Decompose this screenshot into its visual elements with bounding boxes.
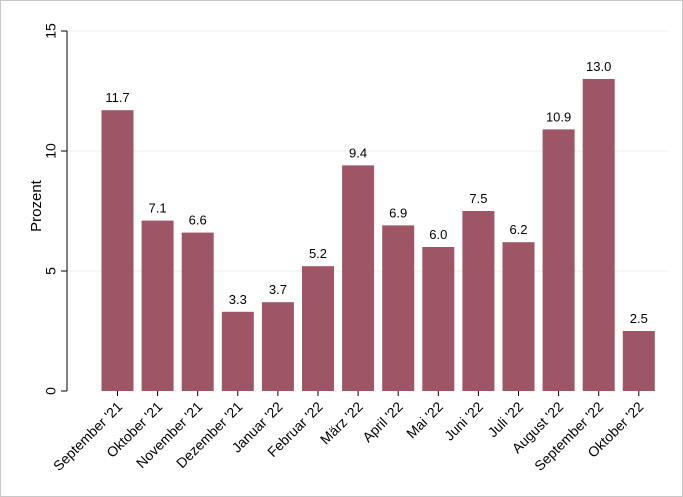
y-axis-title: Prozent <box>28 179 45 232</box>
bar <box>582 79 615 391</box>
bar-value-label: 3.3 <box>229 292 247 307</box>
bar <box>302 266 334 391</box>
x-tick-label: März '22 <box>317 398 366 447</box>
bar <box>542 129 575 391</box>
x-tick-label: September '21 <box>50 398 126 474</box>
x-tick-label: April '22 <box>359 398 406 445</box>
bar-value-label: 3.7 <box>269 282 287 297</box>
bar-value-label: 5.2 <box>309 246 327 261</box>
bar <box>622 331 655 391</box>
bar <box>382 225 415 391</box>
bar-value-label: 6.2 <box>509 222 527 237</box>
y-tick-label: 10 <box>43 143 59 159</box>
bar-value-label: 7.1 <box>149 201 167 216</box>
bar-value-label: 10.9 <box>546 109 571 124</box>
bar <box>422 247 455 391</box>
bar-value-label: 13.0 <box>586 59 611 74</box>
bar-value-label: 9.4 <box>349 145 367 160</box>
y-tick-label: 0 <box>43 387 59 395</box>
y-axis-ticks: 0 5 10 15 <box>43 23 67 395</box>
bar-value-label: 6.0 <box>429 227 447 242</box>
y-tick-label: 5 <box>43 267 59 275</box>
data-labels: 11.7 7.1 6.6 3.3 3.7 5.2 9.4 6.9 6.0 7.5 6.2 10.9 13… <box>105 59 648 326</box>
bar-value-label: 7.5 <box>469 191 487 206</box>
bar <box>181 232 214 391</box>
x-tick-label: September '22 <box>531 398 607 474</box>
bars <box>101 79 655 391</box>
bar <box>462 211 495 391</box>
bar-value-label: 6.9 <box>389 205 407 220</box>
y-tick-label: 15 <box>43 23 59 39</box>
bar <box>342 165 375 391</box>
bar <box>502 242 535 391</box>
x-tick-label: Mai '22 <box>403 398 446 441</box>
bar <box>101 110 134 391</box>
bar <box>221 311 254 391</box>
x-tick-label: Juni '22 <box>441 398 486 443</box>
bar-value-label: 2.5 <box>630 311 648 326</box>
bar-value-label: 11.7 <box>105 90 129 105</box>
bar <box>141 220 174 391</box>
bar <box>261 302 294 391</box>
bar-value-label: 6.6 <box>189 213 207 228</box>
